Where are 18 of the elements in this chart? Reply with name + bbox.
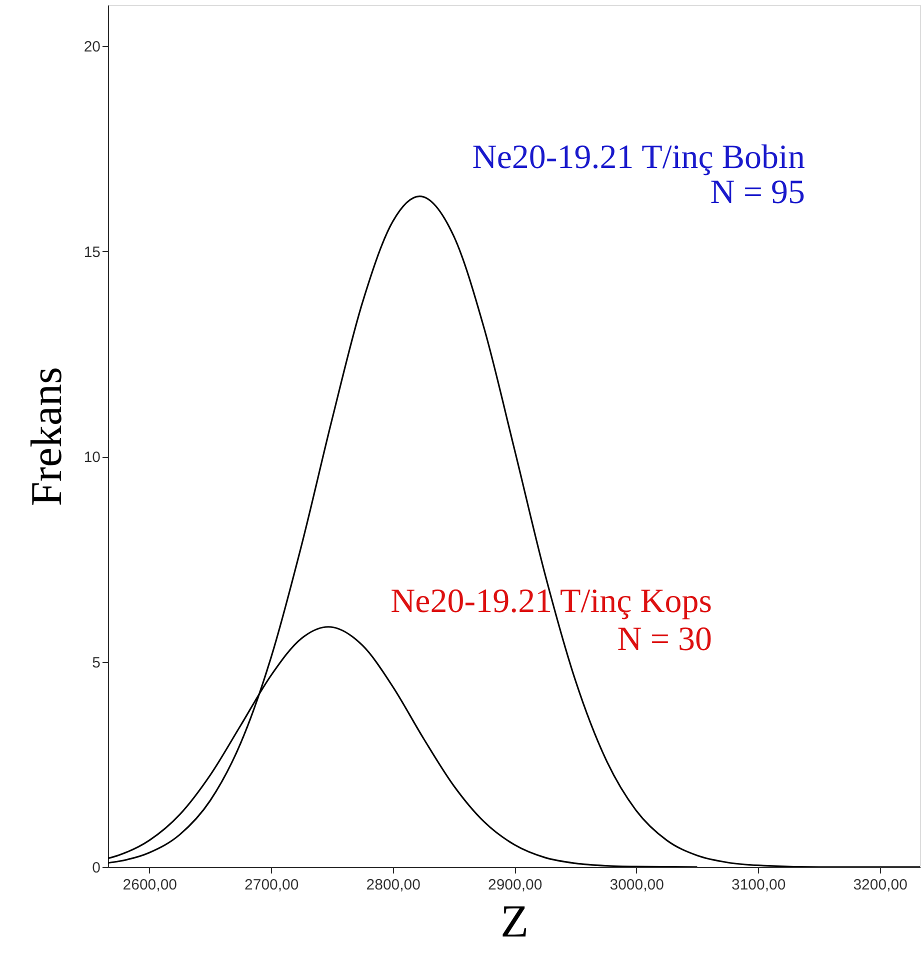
y-axis-title: Frekans	[22, 366, 71, 506]
y-tick-label: 15	[84, 244, 100, 261]
x-tick-label: 3200,00	[853, 876, 908, 894]
y-tick-label: 20	[84, 38, 100, 56]
annotation: Ne20-19.21 T/inç Kops	[390, 583, 712, 620]
y-tick-label: 0	[92, 860, 100, 876]
x-tick-label: 2700,00	[244, 876, 299, 894]
x-axis-title: Z	[500, 896, 529, 946]
annotation: N = 30	[617, 621, 712, 658]
x-tick-label: 2600,00	[122, 876, 178, 894]
annotation: Ne20-19.21 T/inç Bobin	[472, 139, 805, 176]
x-tick-label: 2800,00	[366, 876, 420, 894]
x-tick-label: 3000,00	[610, 876, 664, 894]
y-tick-label: 10	[84, 449, 100, 466]
x-tick-label: 2900,00	[488, 876, 542, 894]
x-tick-label: 3100,00	[731, 876, 786, 894]
y-tick-label: 5	[92, 654, 100, 672]
annotation: N = 95	[710, 174, 805, 211]
